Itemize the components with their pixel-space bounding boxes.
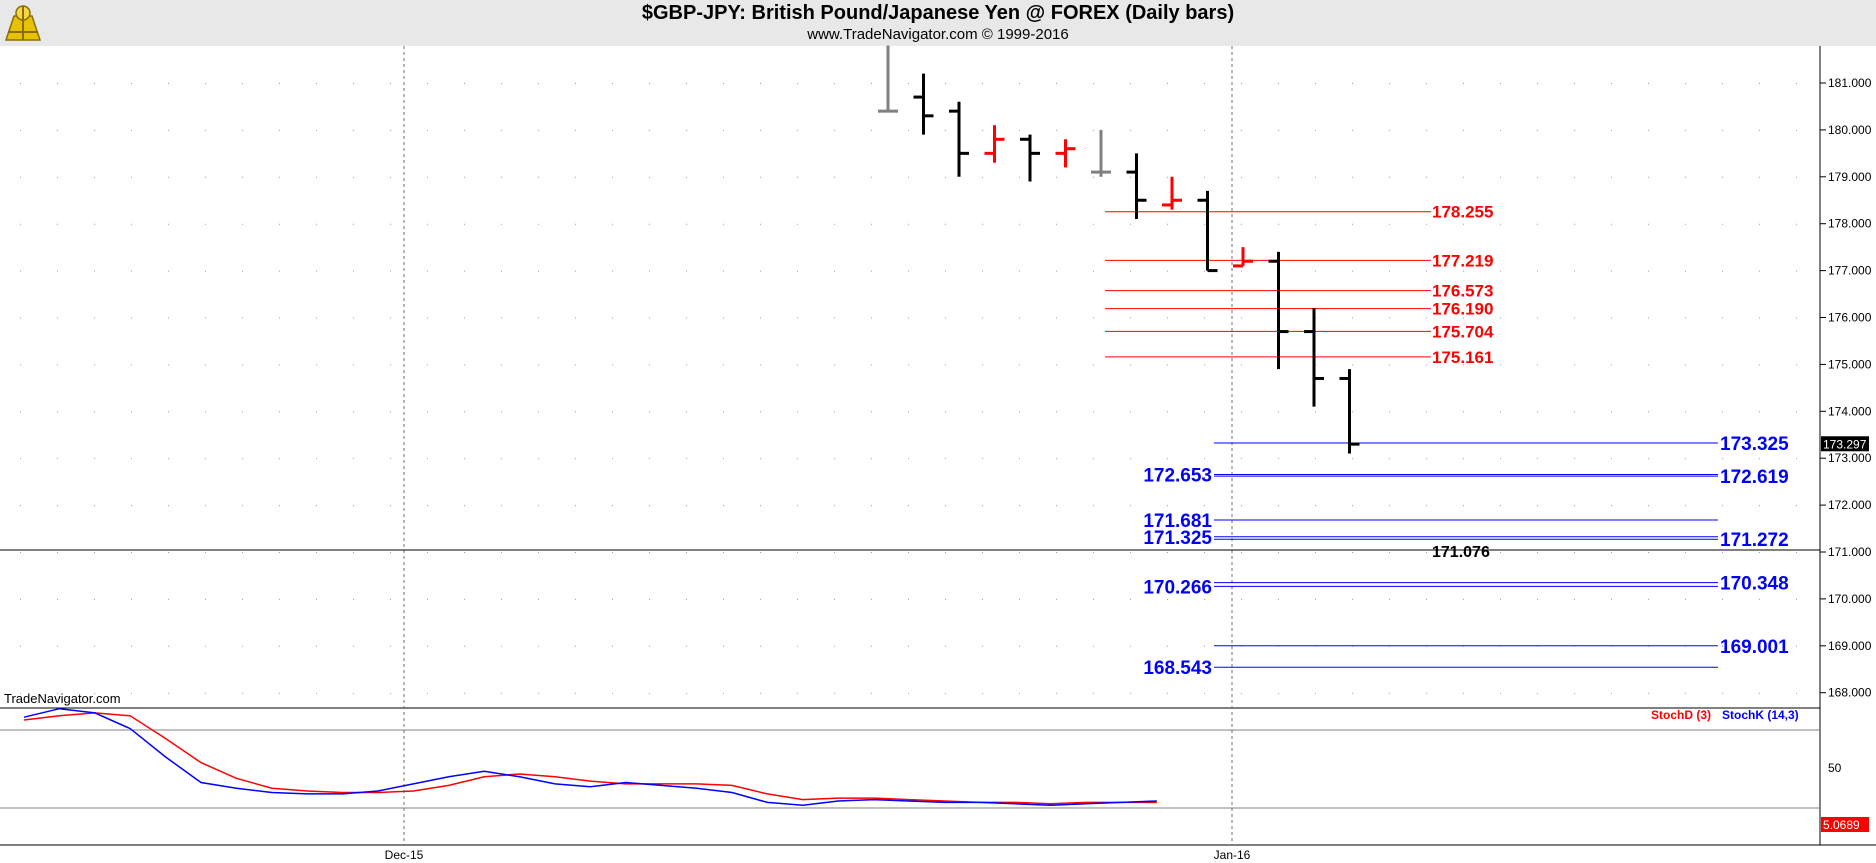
blue-level-label-right: 172.619: [1720, 467, 1789, 488]
ohlc-bar: [1055, 139, 1076, 168]
x-tick-label: Dec-15: [385, 848, 424, 862]
ohlc-bar: [878, 45, 898, 113]
y-tick-label: 170.000: [1828, 592, 1872, 606]
ohlc-bar: [1197, 190, 1218, 273]
stochastic-panel: StochD (3) StochK (14,3) 50 5.0689: [23, 707, 1869, 832]
blue-level-label-left: 170.266: [1143, 577, 1212, 598]
black-level-label: 171.076: [1432, 544, 1490, 561]
blue-level-label-left: 171.681: [1143, 511, 1212, 532]
stoch-last-box: [1821, 817, 1869, 832]
last-price-label: 173.297: [1823, 437, 1867, 451]
ohlc-bar: [1162, 176, 1182, 210]
stochd-line: [23, 712, 1157, 805]
red-level-label: 175.704: [1432, 322, 1494, 341]
y-tick-label: 169.000: [1828, 639, 1872, 653]
stochk-legend: StochK (14,3): [1722, 708, 1799, 722]
x-axis-band: [0, 845, 1876, 863]
y-tick-label: 179.000: [1828, 170, 1872, 184]
y-tick-label: 176.000: [1828, 311, 1872, 325]
stochd-legend: StochD (3): [1651, 708, 1711, 722]
ohlc-bars: [878, 45, 1360, 454]
y-tick-label: 178.000: [1828, 217, 1872, 231]
stochk-line: [23, 707, 1157, 806]
grid-dots: [20, 83, 1797, 694]
blue-level-label-left: 171.325: [1143, 528, 1212, 549]
chart-title: $GBP-JPY: British Pound/Japanese Yen @ F…: [641, 2, 1235, 24]
y-tick-label: 174.000: [1828, 404, 1872, 418]
sextant-logo-icon: [4, 5, 42, 41]
ohlc-bar: [1304, 308, 1324, 407]
red-level-label: 175.161: [1432, 348, 1493, 367]
y-tick-label: 181.000: [1828, 76, 1872, 90]
red-level-label: 176.190: [1432, 300, 1493, 319]
y-tick-label: 180.000: [1828, 123, 1872, 137]
chart-header: $GBP-JPY: British Pound/Japanese Yen @ F…: [0, 0, 1876, 46]
stoch-last-label: 5.0689: [1823, 818, 1860, 832]
ohlc-bar: [949, 101, 969, 177]
y-tick-label: 175.000: [1828, 357, 1872, 371]
ohlc-bar: [1126, 153, 1147, 220]
blue-level-label-right: 171.272: [1720, 530, 1789, 551]
red-level-label: 178.255: [1432, 203, 1493, 222]
ohlc-bar: [1091, 129, 1111, 177]
ohlc-bar: [1339, 369, 1360, 454]
y-tick-label: 171.000: [1828, 545, 1872, 559]
ohlc-bar: [1020, 134, 1040, 182]
y-tick-label: 177.000: [1828, 264, 1872, 278]
watermark-label: TradeNavigator.com: [4, 691, 121, 706]
y-tick-label: 173.000: [1828, 451, 1872, 465]
y-axis: 181.000 180.000 179.000 178.000 177.000 176.0…: [385, 76, 1872, 862]
y-tick-label: 168.000: [1828, 686, 1872, 700]
ohlc-bar: [913, 73, 934, 135]
ohlc-bar: [984, 125, 1005, 163]
red-level-label: 177.219: [1432, 251, 1493, 270]
red-level-label: 176.573: [1432, 282, 1493, 301]
x-tick-label: Jan-16: [1214, 848, 1251, 862]
ohlc-bar: [1268, 251, 1289, 370]
chart-subtitle: www.TradeNavigator.com © 1999-2016: [807, 26, 1069, 43]
blue-level-label-right: 173.325: [1720, 434, 1789, 455]
blue-level-label-right: 170.348: [1720, 574, 1789, 595]
blue-level-label-right: 169.001: [1720, 637, 1789, 658]
last-price-box: [1821, 436, 1869, 452]
ohlc-bar: [1233, 247, 1253, 268]
stoch-y-tick-label: 50: [1828, 761, 1842, 775]
y-tick-label: 172.000: [1828, 498, 1872, 512]
blue-level-label-left: 172.653: [1143, 465, 1212, 486]
blue-level-label-left: 168.543: [1143, 658, 1212, 679]
